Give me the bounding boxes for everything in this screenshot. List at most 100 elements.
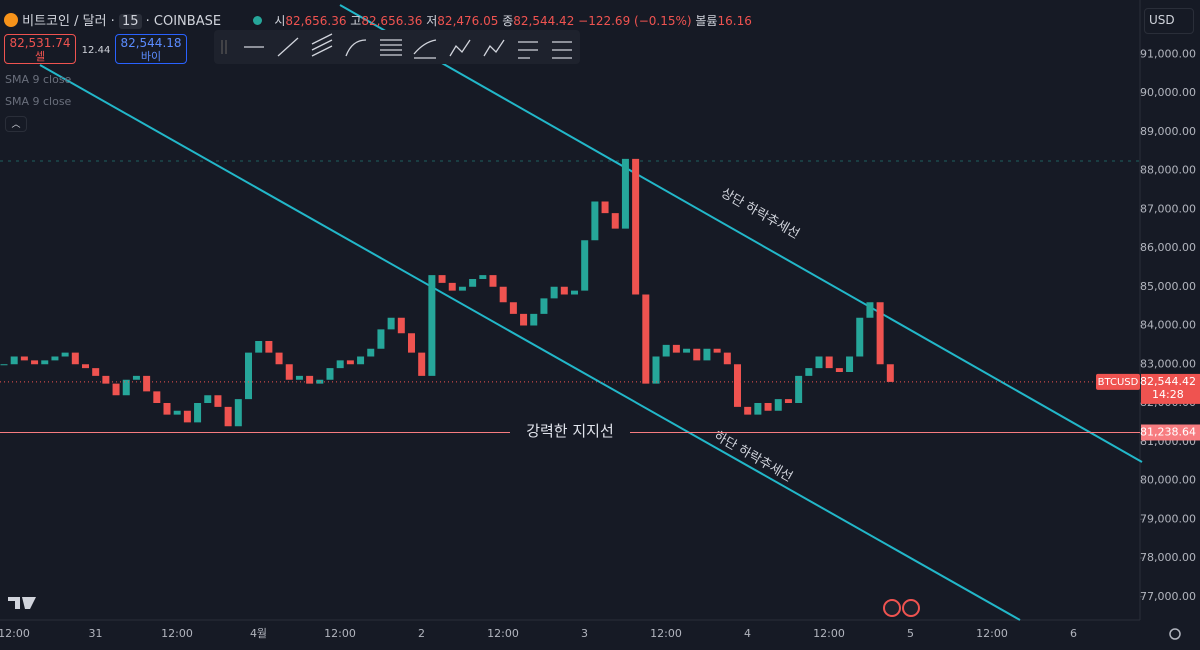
tool-icon[interactable]: [413, 39, 437, 59]
candle: [153, 391, 161, 403]
candle: [560, 286, 568, 295]
x-tick-label: 12:00: [0, 627, 30, 640]
y-tick-label: 86,000.00: [1140, 241, 1196, 254]
spread: 12.44: [81, 45, 111, 56]
candle: [438, 275, 446, 283]
candle: [632, 158, 640, 295]
event-icon[interactable]: [883, 599, 901, 617]
tool-icon[interactable]: [277, 37, 299, 57]
x-tick-label: 12:00: [161, 627, 193, 640]
candle: [275, 352, 283, 365]
candle: [194, 403, 202, 423]
buy-button[interactable]: 82,544.18 바이: [115, 34, 187, 64]
change: −122.69 (−0.15%): [578, 14, 692, 28]
sell-price: 82,531.74: [9, 36, 71, 50]
candle: [815, 356, 823, 369]
candle: [204, 395, 212, 403]
candle: [143, 375, 151, 392]
x-tick-label: 31: [89, 627, 103, 640]
tool-icon[interactable]: [552, 41, 572, 59]
candle: [51, 356, 59, 361]
candle: [336, 360, 344, 369]
currency-select[interactable]: USD: [1144, 8, 1194, 34]
candle: [886, 364, 894, 382]
candle: [469, 279, 477, 287]
candle: [734, 364, 741, 407]
tool-icon[interactable]: [380, 39, 402, 56]
event-icons[interactable]: [883, 599, 920, 617]
tool-icon[interactable]: [518, 41, 538, 59]
candle: [82, 364, 89, 369]
candle: [0, 364, 8, 366]
candle: [611, 213, 619, 229]
interval[interactable]: 15: [118, 14, 142, 29]
ohlc-label: 시: [274, 14, 286, 28]
candle: [112, 383, 120, 396]
candle: [122, 379, 130, 396]
sell-label: 셀: [34, 50, 46, 63]
x-tick-label: 4월: [250, 627, 267, 640]
handle: [221, 40, 227, 54]
candle: [621, 158, 629, 229]
candle: [581, 240, 589, 291]
settings-icon[interactable]: [1169, 628, 1181, 640]
candle: [805, 368, 813, 376]
support-price-box: [1141, 424, 1200, 441]
candle: [92, 368, 100, 376]
x-tick-label: 2: [418, 627, 425, 640]
candle: [306, 375, 314, 384]
y-tick-label: 85,000.00: [1140, 280, 1196, 293]
candle: [418, 352, 426, 376]
candle: [408, 333, 415, 353]
legend-row: 비트코인 / 달러 · 15 · COINBASE 시82,656.36 고82…: [4, 10, 752, 29]
candle: [173, 410, 181, 415]
candle: [846, 356, 854, 372]
candle: [520, 313, 528, 326]
countdown: 14:28: [1152, 388, 1184, 401]
ohlc-label: 종: [502, 14, 514, 28]
x-tick-label: 12:00: [976, 627, 1008, 640]
last-price: 82,544.42: [1140, 375, 1196, 388]
candle: [856, 317, 864, 357]
y-tick-label: 79,000.00: [1140, 512, 1196, 525]
candle: [41, 360, 49, 365]
candle: [295, 375, 303, 380]
candle: [774, 399, 782, 411]
candle: [642, 294, 650, 384]
x-tick-label: 12:00: [487, 627, 519, 640]
candle: [326, 368, 334, 380]
collapse-button[interactable]: ︿: [5, 116, 27, 132]
last-price-box: [1141, 373, 1200, 404]
candle: [183, 410, 191, 423]
candle: [20, 356, 28, 361]
symbol-tag: [1096, 373, 1140, 390]
exchange: · COINBASE: [145, 14, 222, 29]
candle: [285, 364, 293, 380]
indicator[interactable]: SMA 9 close: [5, 95, 72, 108]
tool-icon[interactable]: [483, 39, 505, 57]
candle: [214, 395, 222, 407]
tool-icon[interactable]: [345, 39, 367, 57]
ohlc-label: 저: [426, 14, 438, 28]
tool-icon[interactable]: [311, 33, 333, 57]
indicator[interactable]: SMA 9 close: [5, 73, 72, 86]
candle: [703, 348, 711, 361]
candle: [224, 406, 232, 427]
coin-icon: [4, 13, 18, 27]
symbol: 비트코인 / 달러 ·: [22, 14, 115, 29]
y-tick-label: 77,000.00: [1140, 590, 1196, 603]
candle: [458, 286, 466, 291]
candle: [550, 286, 558, 299]
candle: [428, 275, 436, 376]
x-tick-label: 3: [581, 627, 588, 640]
ohlc-value: 82,476.05: [437, 14, 499, 28]
buy-label: 바이: [140, 50, 162, 63]
sell-button[interactable]: 82,531.74 셀: [4, 34, 76, 64]
candle: [652, 356, 660, 384]
event-icon[interactable]: [902, 599, 920, 617]
tool-icon[interactable]: [449, 39, 471, 57]
y-tick-label: 78,000.00: [1140, 551, 1196, 564]
